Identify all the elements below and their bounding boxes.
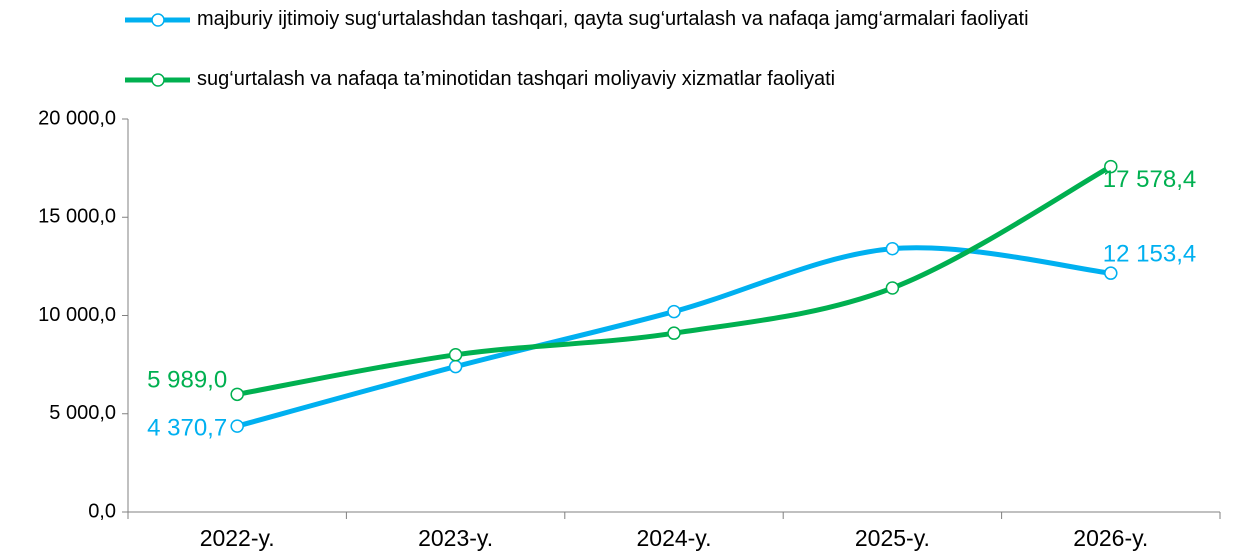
data-label: 5 989,0 (147, 367, 227, 394)
point-marker (448, 359, 463, 374)
x-tick-label: 2025-y. (855, 525, 930, 551)
x-tick-label: 2023-y. (418, 525, 493, 551)
point-marker (448, 348, 463, 362)
y-tick-label: 0,0 (88, 500, 116, 522)
x-tick-label: 2024-y. (636, 525, 711, 551)
data-label: 17 578,4 (1103, 166, 1196, 193)
legend-label: sug‘urtalash va nafaqa ta’minotidan tash… (197, 68, 836, 90)
point-marker (1104, 159, 1118, 174)
point-marker (885, 241, 900, 256)
x-tick-label: 2026-y. (1073, 525, 1148, 551)
point-marker (885, 281, 900, 295)
point-marker (1104, 266, 1118, 280)
data-label: 12 153,4 (1103, 241, 1196, 268)
y-tick-label: 5 000,0 (49, 402, 116, 424)
y-tick-label: 15 000,0 (38, 206, 116, 228)
y-tick-label: 20 000,0 (38, 107, 116, 129)
point-marker (667, 304, 681, 319)
series-line (236, 164, 1113, 397)
point-marker (230, 419, 244, 433)
legend-marker (151, 13, 165, 27)
point-marker (667, 326, 681, 340)
data-label: 4 370,7 (147, 414, 227, 441)
y-tick-label: 10 000,0 (38, 304, 116, 326)
point-marker (230, 387, 244, 402)
legend-label: majburiy ijtimoiy sug‘urtalashdan tashqa… (197, 8, 1029, 30)
legend-marker (151, 73, 165, 87)
x-tick-label: 2022-y. (200, 525, 275, 551)
